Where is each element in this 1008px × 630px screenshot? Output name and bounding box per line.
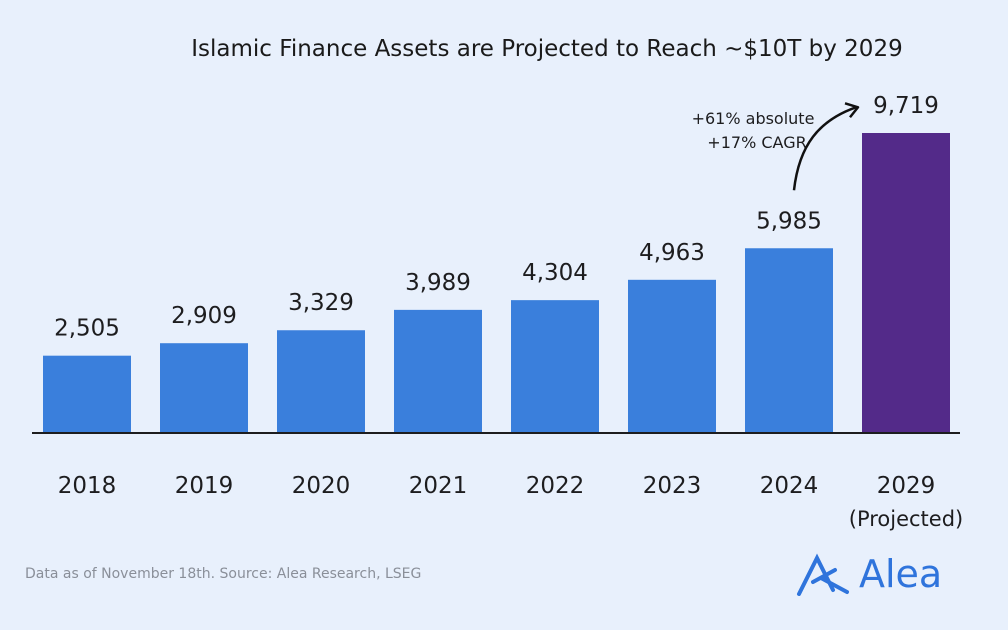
bar-2023 (628, 279, 716, 433)
x-tick-label-2020: 2020 (292, 473, 351, 499)
value-label-2021: 3,989 (405, 270, 471, 296)
chart-title: Islamic Finance Assets are Projected to … (191, 36, 903, 62)
bar-2021 (394, 309, 482, 433)
value-label-2029: 9,719 (873, 93, 939, 119)
x-tick-label-2023: 2023 (643, 473, 702, 499)
value-label-2022: 4,304 (522, 260, 588, 286)
growth-arrow-head (844, 102, 860, 119)
x-tick-sublabel-2029: (Projected) (849, 507, 964, 531)
x-tick-label-2029: 2029 (877, 473, 936, 499)
value-label-2020: 3,329 (288, 290, 354, 316)
x-tick-label-2021: 2021 (409, 473, 468, 499)
x-tick-label-2024: 2024 (760, 473, 819, 499)
growth-arrow (792, 106, 857, 191)
growth-annotation-1: +17% CAGR (707, 133, 806, 152)
x-tick-label-2018: 2018 (58, 473, 117, 499)
value-label-2018: 2,505 (54, 316, 120, 342)
bar-2024 (745, 248, 833, 433)
bar-2022 (511, 300, 599, 433)
value-label-2019: 2,909 (171, 303, 237, 329)
bar-2020 (277, 330, 365, 433)
bar-2018 (43, 355, 131, 433)
bar-2029 (862, 133, 950, 433)
source-note: Data as of November 18th. Source: Alea R… (25, 566, 422, 582)
value-label-2023: 4,963 (639, 240, 705, 266)
bar-2019 (160, 343, 248, 433)
value-label-2024: 5,985 (756, 208, 822, 234)
x-tick-label-2022: 2022 (526, 473, 585, 499)
alea-logo-icon (797, 553, 849, 596)
x-tick-label-2019: 2019 (175, 473, 234, 499)
growth-annotation-0: +61% absolute (692, 109, 815, 128)
alea-logo: Alea (795, 552, 942, 596)
alea-logo-text: Alea (859, 552, 943, 596)
